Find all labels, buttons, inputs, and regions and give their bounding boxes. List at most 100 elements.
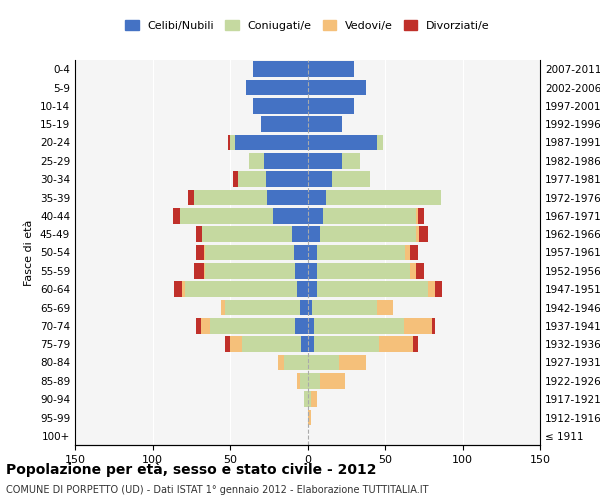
Bar (296, 282, 308, 297)
Legend: Celibi/Nubili, Coniugati/e, Vedovi/e, Divorziati/e: Celibi/Nubili, Coniugati/e, Vedovi/e, Di… (121, 16, 494, 35)
Bar (274, 208, 308, 224)
Bar (230, 336, 242, 352)
Bar (194, 190, 267, 206)
Bar (203, 244, 205, 260)
Bar (229, 134, 230, 150)
Bar (341, 153, 360, 168)
Bar (416, 226, 419, 242)
Bar (320, 226, 416, 242)
Bar (300, 373, 308, 388)
Bar (200, 318, 210, 334)
Bar (377, 134, 383, 150)
Bar (264, 153, 308, 168)
Bar (312, 300, 377, 316)
Bar (174, 282, 182, 297)
Bar (202, 226, 292, 242)
Bar (226, 336, 230, 352)
Bar (230, 134, 235, 150)
Bar (308, 263, 317, 278)
Bar (308, 410, 311, 426)
Bar (317, 282, 428, 297)
Bar (308, 336, 314, 352)
Bar (308, 153, 341, 168)
Bar (308, 172, 332, 187)
Bar (205, 244, 293, 260)
Bar (188, 190, 194, 206)
Bar (300, 300, 308, 316)
Bar (320, 373, 344, 388)
Bar (238, 172, 266, 187)
Bar (308, 318, 314, 334)
Bar (292, 226, 308, 242)
Bar (308, 373, 320, 388)
Bar (308, 80, 367, 96)
Bar (196, 244, 203, 260)
Bar (416, 208, 418, 224)
Bar (418, 208, 424, 224)
Bar (205, 263, 295, 278)
Bar (308, 134, 377, 150)
Bar (308, 116, 341, 132)
Bar (242, 336, 301, 352)
Bar (377, 300, 393, 316)
Bar (413, 336, 418, 352)
Bar (185, 282, 296, 297)
Bar (301, 336, 308, 352)
Bar (338, 354, 367, 370)
Bar (308, 300, 312, 316)
Bar (431, 318, 434, 334)
Bar (410, 244, 418, 260)
Bar (311, 392, 317, 407)
Bar (210, 318, 295, 334)
Bar (314, 318, 404, 334)
Bar (404, 318, 431, 334)
Bar (196, 318, 200, 334)
Bar (284, 354, 308, 370)
Bar (266, 172, 308, 187)
Bar (295, 263, 308, 278)
Bar (267, 190, 308, 206)
Bar (308, 244, 317, 260)
Bar (182, 282, 185, 297)
Bar (308, 208, 323, 224)
Bar (419, 226, 428, 242)
Bar (181, 208, 274, 224)
Bar (428, 282, 434, 297)
Bar (248, 153, 264, 168)
Bar (278, 354, 284, 370)
Bar (410, 263, 416, 278)
Bar (308, 190, 326, 206)
Y-axis label: Fasce di età: Fasce di età (25, 220, 34, 286)
Bar (308, 354, 338, 370)
Bar (405, 244, 410, 260)
Bar (326, 190, 441, 206)
Bar (308, 62, 354, 77)
Bar (235, 134, 308, 150)
Bar (245, 80, 308, 96)
Bar (314, 336, 379, 352)
Bar (308, 392, 311, 407)
Bar (203, 263, 205, 278)
Bar (308, 282, 317, 297)
Bar (434, 282, 442, 297)
Bar (233, 172, 238, 187)
Bar (323, 208, 416, 224)
Bar (296, 373, 300, 388)
Bar (317, 263, 410, 278)
Bar (196, 226, 202, 242)
Bar (416, 263, 424, 278)
Bar (332, 172, 370, 187)
Bar (194, 263, 203, 278)
Bar (293, 244, 308, 260)
Bar (379, 336, 413, 352)
Bar (317, 244, 405, 260)
Bar (304, 392, 308, 407)
Bar (295, 318, 308, 334)
Bar (308, 98, 354, 114)
Bar (221, 300, 226, 316)
Bar (261, 116, 308, 132)
Bar (173, 208, 181, 224)
Bar (308, 226, 320, 242)
Bar (253, 62, 308, 77)
Text: Popolazione per età, sesso e stato civile - 2012: Popolazione per età, sesso e stato civil… (6, 462, 377, 477)
